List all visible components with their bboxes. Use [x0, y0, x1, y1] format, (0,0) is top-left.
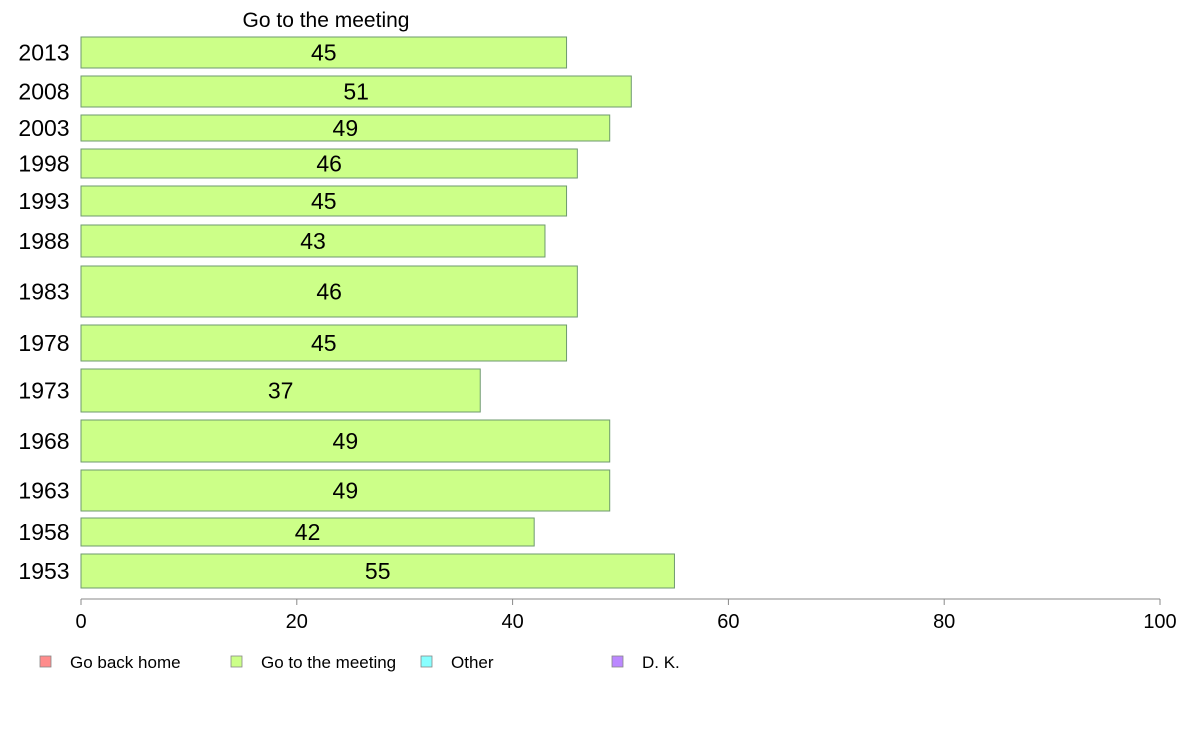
x-tick-label-80: 80	[933, 611, 955, 633]
x-tick-label-0: 0	[75, 611, 86, 633]
bars-layer: 2013 45 2008 51 2003 49 1998 46 1993 45 1988 43 1983…	[18, 36, 675, 589]
category-label-1963: 1963	[18, 478, 69, 504]
bar-1988	[80, 224, 546, 258]
legend-label-2: Other	[451, 653, 494, 672]
category-label-1953: 1953	[18, 558, 69, 584]
legend-label-0: Go back home	[70, 653, 181, 672]
legend-swatch-1	[230, 655, 243, 668]
value-label-2008: 51	[343, 79, 369, 105]
x-tick-label-100: 100	[1143, 611, 1176, 633]
value-label-2003: 49	[333, 115, 359, 141]
category-label-1968: 1968	[18, 428, 69, 454]
bar-1973	[80, 368, 481, 413]
category-label-1973: 1973	[18, 378, 69, 404]
x-axis: 0 20 40 60 80 100	[75, 598, 1177, 633]
category-label-2008: 2008	[18, 79, 69, 105]
legend-swatch-3	[611, 655, 624, 668]
legend-swatch-0	[39, 655, 52, 668]
category-label-1983: 1983	[18, 279, 69, 305]
value-label-1973: 37	[268, 378, 294, 404]
category-label-2003: 2003	[18, 115, 69, 141]
category-label-1958: 1958	[18, 519, 69, 545]
bar-1983	[80, 265, 578, 318]
value-label-1978: 45	[311, 330, 337, 356]
value-label-1983: 46	[316, 279, 342, 305]
category-label-1998: 1998	[18, 151, 69, 177]
bar-1963	[80, 469, 611, 512]
bar-1953	[80, 553, 675, 589]
legend: Go back home Go to the meeting Other D. K.	[39, 653, 680, 672]
x-tick-label-60: 60	[717, 611, 739, 633]
bar-1968	[80, 419, 611, 463]
value-label-1963: 49	[333, 478, 359, 504]
value-label-1953: 55	[365, 558, 391, 584]
bar-1998	[80, 148, 578, 179]
category-label-1988: 1988	[18, 228, 69, 254]
category-label-2013: 2013	[18, 40, 69, 66]
category-label-1978: 1978	[18, 330, 69, 356]
value-label-1968: 49	[333, 428, 359, 454]
x-tick-label-20: 20	[286, 611, 308, 633]
legend-label-1: Go to the meeting	[261, 653, 396, 672]
legend-swatch-2	[420, 655, 433, 668]
value-label-1958: 42	[295, 519, 321, 545]
x-tick-label-40: 40	[501, 611, 523, 633]
category-label-1993: 1993	[18, 188, 69, 214]
bar-2003	[80, 114, 611, 142]
bar-1993	[80, 185, 568, 217]
bar-2008	[80, 75, 632, 108]
value-label-1998: 46	[316, 151, 342, 177]
legend-label-3: D. K.	[642, 653, 680, 672]
value-label-1993: 45	[311, 188, 337, 214]
value-label-1988: 43	[300, 228, 326, 254]
value-label-2013: 45	[311, 40, 337, 66]
bar-2013	[80, 36, 568, 69]
chart-title: Go to the meeting	[243, 9, 410, 32]
bar-1958	[80, 517, 535, 547]
bar-1978	[80, 324, 568, 362]
